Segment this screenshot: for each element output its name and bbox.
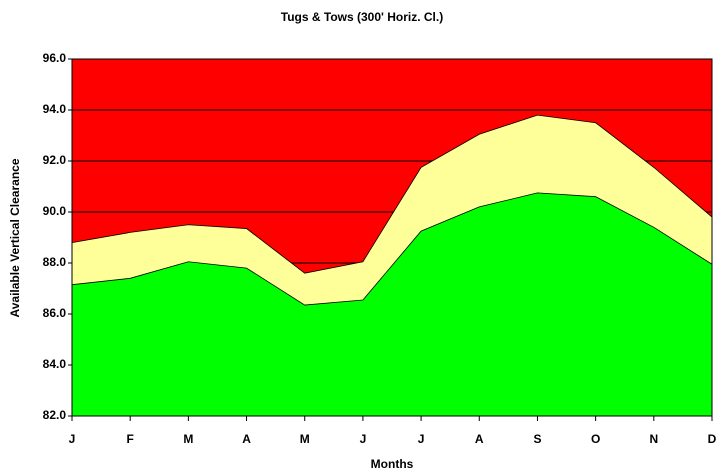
chart-title: Tugs & Tows (300' Horiz. Cl.) <box>281 10 443 24</box>
x-tick-label: N <box>649 432 658 446</box>
y-tick-label: 96.0 <box>43 51 67 65</box>
y-tick-label: 86.0 <box>43 306 67 320</box>
area <box>72 192 712 416</box>
x-tick-label: O <box>591 432 600 446</box>
area-line <box>71 192 713 306</box>
y-tick-label: 84.0 <box>43 357 67 371</box>
x-tick-label: A <box>475 432 484 446</box>
x-tick-label: S <box>533 432 541 446</box>
x-tick-label: M <box>300 432 310 446</box>
x-tick-label: J <box>69 432 76 446</box>
x-tick-label: A <box>242 432 251 446</box>
x-tick-label: J <box>418 432 425 446</box>
y-tick-label: 92.0 <box>43 153 67 167</box>
area-line <box>71 114 713 274</box>
x-axis-label: Months <box>371 457 414 471</box>
x-tick-label: D <box>708 432 717 446</box>
y-tick-label: 82.0 <box>43 408 67 422</box>
y-axis-label: Available Vertical Clearance <box>8 158 22 317</box>
y-tick-label: 88.0 <box>43 255 67 269</box>
plot-frame <box>71 58 713 417</box>
x-tick-label: F <box>127 432 134 446</box>
x-tick-label: J <box>360 432 367 446</box>
y-tick-label: 94.0 <box>43 102 67 116</box>
y-tick-label: 90.0 <box>43 204 67 218</box>
x-tick-label: M <box>183 432 193 446</box>
